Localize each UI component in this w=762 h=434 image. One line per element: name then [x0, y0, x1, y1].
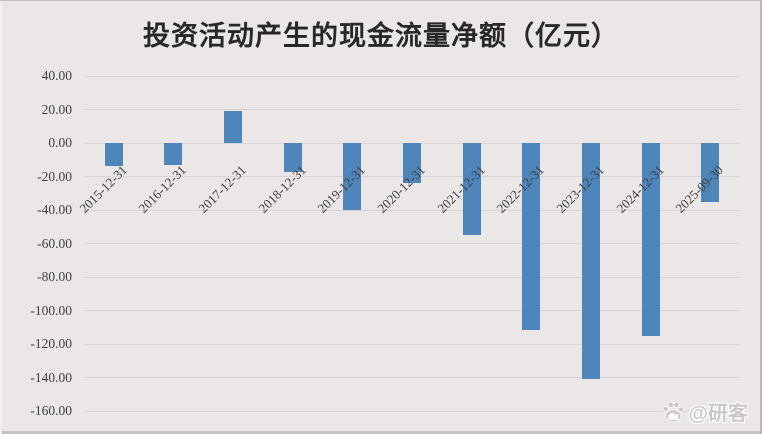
bar-2025-09-30 — [701, 143, 720, 203]
bar-2023-12-31 — [581, 143, 600, 380]
svg-text:du: du — [669, 412, 678, 420]
y-axis-tick-label: -160.00 — [30, 403, 72, 418]
bar-2024-12-31 — [641, 143, 660, 337]
bar-2017-12-31 — [224, 111, 243, 143]
y-gridline — [84, 276, 740, 278]
y-axis-tick-label: -100.00 — [30, 302, 72, 318]
y-axis-tick-label: -60.00 — [37, 235, 72, 251]
y-gridline — [84, 310, 740, 311]
y-gridline — [84, 109, 740, 110]
bar-2021-12-31 — [462, 143, 481, 236]
bar-2018-12-31 — [283, 143, 302, 173]
y-axis-tick-label: -20.00 — [37, 168, 72, 184]
y-gridline — [84, 377, 740, 378]
y-gridline — [84, 243, 740, 244]
watermark-label: @研客 — [688, 403, 748, 425]
y-axis-tick-label: 40.00 — [41, 68, 72, 83]
y-axis-tick-label: -120.00 — [30, 336, 72, 351]
y-axis-tick-label: 0.00 — [48, 135, 72, 150]
y-axis-tick-label: -40.00 — [37, 202, 72, 217]
bar-2015-12-31 — [104, 143, 123, 167]
watermark: du @研客 — [661, 397, 748, 426]
y-gridline — [84, 209, 740, 211]
bar-2016-12-31 — [164, 143, 183, 165]
y-gridline — [84, 75, 740, 77]
chart-title: 投资活动产生的现金流量净额（亿元） — [143, 21, 619, 51]
y-axis-tick-label: -80.00 — [37, 269, 72, 284]
y-gridline — [84, 343, 740, 345]
y-axis-tick-label: -140.00 — [30, 369, 72, 385]
bar-2020-12-31 — [403, 143, 421, 184]
y-axis-tick-label: 20.00 — [41, 101, 72, 117]
bar-2019-12-31 — [343, 143, 362, 210]
y-gridline — [84, 410, 740, 412]
baidu-paw-icon: du — [661, 400, 685, 424]
bar-2022-12-31 — [522, 143, 541, 330]
